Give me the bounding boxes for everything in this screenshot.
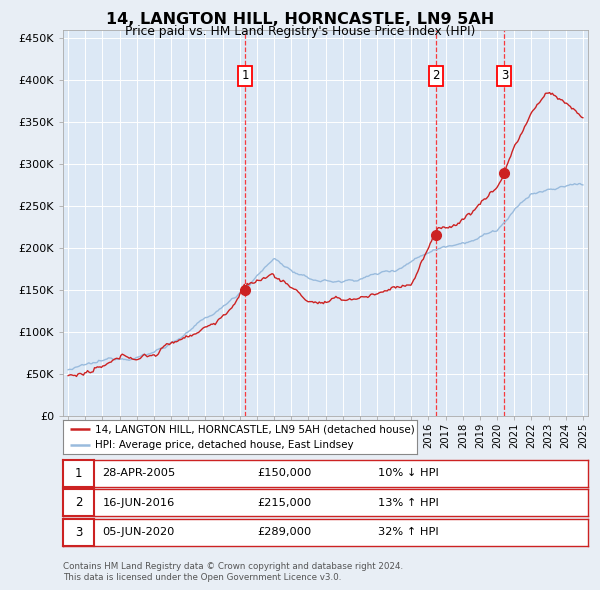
Text: 05-JUN-2020: 05-JUN-2020	[103, 527, 175, 537]
Text: £215,000: £215,000	[257, 498, 311, 507]
Text: £150,000: £150,000	[257, 468, 311, 478]
Text: This data is licensed under the Open Government Licence v3.0.: This data is licensed under the Open Gov…	[63, 573, 341, 582]
Text: 28-APR-2005: 28-APR-2005	[103, 468, 176, 478]
Text: 3: 3	[75, 526, 82, 539]
Text: 2: 2	[433, 69, 440, 82]
Text: Contains HM Land Registry data © Crown copyright and database right 2024.: Contains HM Land Registry data © Crown c…	[63, 562, 403, 571]
Text: 10% ↓ HPI: 10% ↓ HPI	[378, 468, 439, 478]
Text: £289,000: £289,000	[257, 527, 311, 537]
Text: 32% ↑ HPI: 32% ↑ HPI	[378, 527, 439, 537]
Text: 1: 1	[242, 69, 249, 82]
Text: Price paid vs. HM Land Registry's House Price Index (HPI): Price paid vs. HM Land Registry's House …	[125, 25, 475, 38]
Text: HPI: Average price, detached house, East Lindsey: HPI: Average price, detached house, East…	[95, 440, 353, 450]
Text: 3: 3	[501, 69, 508, 82]
Text: 13% ↑ HPI: 13% ↑ HPI	[378, 498, 439, 507]
Text: 1: 1	[75, 467, 82, 480]
Text: 2: 2	[75, 496, 82, 509]
Text: 14, LANGTON HILL, HORNCASTLE, LN9 5AH: 14, LANGTON HILL, HORNCASTLE, LN9 5AH	[106, 12, 494, 27]
Text: 16-JUN-2016: 16-JUN-2016	[103, 498, 175, 507]
Text: 14, LANGTON HILL, HORNCASTLE, LN9 5AH (detached house): 14, LANGTON HILL, HORNCASTLE, LN9 5AH (d…	[95, 424, 415, 434]
